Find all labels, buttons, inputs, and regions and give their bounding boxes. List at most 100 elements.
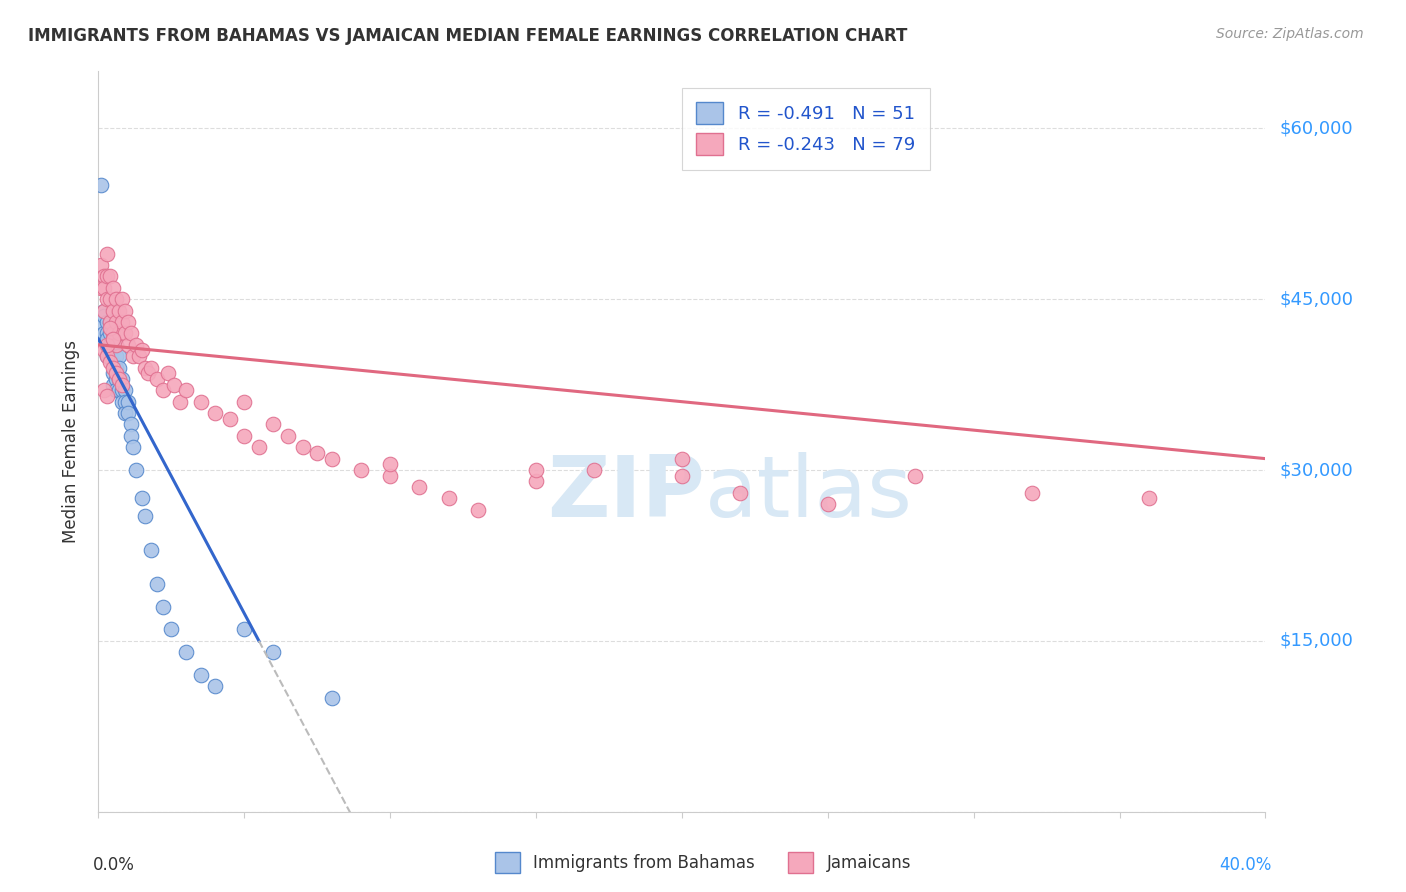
Text: $30,000: $30,000 (1279, 461, 1353, 479)
Point (136, 366, 159, 380)
Point (321, 451, 343, 466)
Point (262, 645, 284, 659)
Point (160, 623, 183, 637)
Point (111, 394, 134, 409)
Point (524, 463, 547, 477)
Point (104, 360, 127, 375)
Point (93, 343, 115, 358)
Point (104, 366, 127, 380)
Point (152, 384, 174, 398)
Point (96, 349, 118, 363)
Point (1021, 485, 1043, 500)
Point (98, 269, 121, 284)
Point (128, 349, 150, 363)
Point (114, 303, 136, 318)
Point (139, 542, 162, 557)
Point (111, 377, 134, 392)
Point (104, 337, 127, 351)
Point (380, 468, 402, 483)
Point (98, 326, 121, 341)
Point (120, 417, 142, 432)
Point (90, 281, 112, 295)
Text: $45,000: $45,000 (1279, 290, 1354, 308)
Point (117, 406, 139, 420)
Point (111, 372, 134, 386)
Point (101, 360, 124, 375)
Point (104, 349, 127, 363)
Point (247, 440, 270, 454)
Point (101, 355, 124, 369)
Text: 0.0%: 0.0% (93, 856, 135, 874)
Point (233, 429, 256, 443)
Point (204, 406, 226, 420)
Point (350, 463, 373, 477)
Point (134, 360, 156, 375)
Point (93, 269, 115, 284)
Point (96, 326, 118, 341)
Point (108, 326, 131, 341)
Point (380, 458, 402, 472)
Point (125, 463, 148, 477)
Point (408, 480, 430, 494)
Point (98, 292, 121, 306)
Point (96, 389, 118, 403)
Point (291, 440, 314, 454)
Point (101, 281, 124, 295)
Point (93, 310, 115, 324)
Point (174, 384, 197, 398)
Point (131, 343, 153, 358)
Point (114, 384, 136, 398)
Point (108, 349, 131, 363)
Point (98, 315, 121, 329)
Point (96, 246, 118, 260)
Point (104, 315, 127, 329)
Point (96, 315, 118, 329)
Point (108, 303, 131, 318)
Point (108, 384, 131, 398)
Text: ZIP: ZIP (547, 452, 706, 535)
Y-axis label: Median Female Earnings: Median Female Earnings (62, 340, 80, 543)
Point (120, 429, 142, 443)
Text: Source: ZipAtlas.com: Source: ZipAtlas.com (1216, 27, 1364, 41)
Point (817, 497, 839, 511)
Point (98, 315, 121, 329)
Point (277, 429, 299, 443)
Point (96, 292, 118, 306)
Point (218, 411, 240, 425)
Legend: Immigrants from Bahamas, Jamaicans: Immigrants from Bahamas, Jamaicans (488, 846, 918, 880)
Point (233, 623, 256, 637)
Text: $15,000: $15,000 (1279, 632, 1353, 650)
Point (583, 463, 606, 477)
Point (98, 349, 121, 363)
Point (104, 372, 127, 386)
Point (146, 372, 169, 386)
Text: IMMIGRANTS FROM BAHAMAS VS JAMAICAN MEDIAN FEMALE EARNINGS CORRELATION CHART: IMMIGRANTS FROM BAHAMAS VS JAMAICAN MEDI… (28, 27, 907, 45)
Point (96, 269, 118, 284)
Point (93, 384, 115, 398)
Point (111, 292, 134, 306)
Point (104, 384, 127, 398)
Text: $60,000: $60,000 (1279, 120, 1353, 137)
Point (108, 360, 131, 375)
Text: atlas: atlas (706, 452, 914, 535)
Point (730, 485, 752, 500)
Point (190, 394, 212, 409)
Point (101, 303, 124, 318)
Point (98, 320, 121, 334)
Point (96, 337, 118, 351)
Point (93, 303, 115, 318)
Point (90, 178, 112, 193)
Point (262, 417, 284, 432)
Point (163, 377, 186, 392)
Point (122, 349, 145, 363)
Point (157, 366, 180, 380)
Point (114, 326, 136, 341)
Point (93, 326, 115, 341)
Point (1137, 491, 1160, 506)
Point (114, 394, 136, 409)
Point (117, 337, 139, 351)
Point (93, 281, 115, 295)
Point (101, 377, 124, 392)
Point (111, 315, 134, 329)
Point (169, 394, 191, 409)
